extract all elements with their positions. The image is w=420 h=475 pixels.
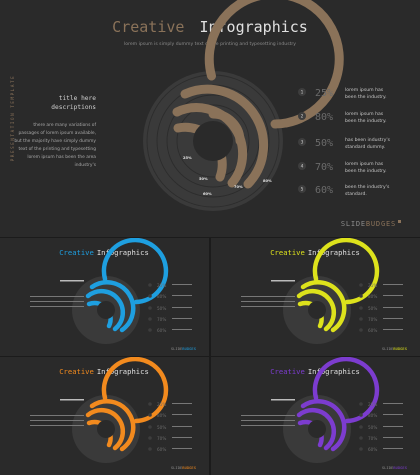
legend-percent: 60% xyxy=(315,185,333,196)
thumb-legend-percent: 70% xyxy=(368,317,377,322)
left-body-line: lorem ipsum has been the area xyxy=(27,154,96,160)
thumb-legend-percent: 60% xyxy=(368,447,377,452)
left-body-line: industry's xyxy=(75,162,97,168)
brand-mark xyxy=(398,220,401,223)
legend-percent: 50% xyxy=(315,138,333,149)
thumb-slide-blue: Creative Infographics 25% 80% 50% 70% 60% xyxy=(0,238,209,356)
thumb-title: Creative Infographics xyxy=(270,367,360,376)
side-label: PRESENTATION TEMPLATE xyxy=(10,75,15,162)
thumb-legend-percent: 80% xyxy=(157,294,166,299)
left-body-line: passages of lorem ipsum available, xyxy=(19,130,97,136)
thumb-legend-percent: 50% xyxy=(368,425,377,430)
legend-percent: 80% xyxy=(315,112,333,123)
legend-text-line: has been industry's xyxy=(345,137,391,143)
thumb-ring-hole xyxy=(97,420,115,438)
thumb-title: Creative Infographics xyxy=(59,367,149,376)
thumb-legend-percent: 25% xyxy=(368,283,377,288)
main-slide: PRESENTATION TEMPLATE Creative Infograph… xyxy=(0,0,420,237)
legend-text-line: lorem ipsum has xyxy=(345,111,384,117)
thumb-legend-percent: 80% xyxy=(368,294,377,299)
left-body-line: but the majority have simply dummy xyxy=(14,138,96,144)
legend-percent: 70% xyxy=(315,162,333,173)
legend-item: 4 70% lorem ipsum has been the industry. xyxy=(298,161,387,174)
legend-text-line: lorem ipsum has xyxy=(345,161,384,167)
thumb-brand: SLIDEBUDGES xyxy=(382,346,408,351)
ring-label: 25% xyxy=(183,156,192,160)
thumb-title: Creative Infographics xyxy=(270,248,360,257)
legend-item: 3 50% has been industry's standard dummy… xyxy=(298,137,391,150)
thumb-legend-percent: 60% xyxy=(368,328,377,333)
thumb-legend-percent: 70% xyxy=(368,436,377,441)
thumb-legend-percent: 50% xyxy=(157,425,166,430)
thumb-slide-purple: Creative Infographics 25% 80% 50% 70% 60% xyxy=(211,357,420,475)
main-slide-canvas: PRESENTATION TEMPLATE Creative Infograph… xyxy=(0,0,420,237)
ring-label: 60% xyxy=(203,192,212,196)
legend-text-line: been the industry. xyxy=(345,94,387,100)
legend-text-line: lorem ipsum has xyxy=(345,87,384,93)
left-body: there are many variations of passages of… xyxy=(14,122,96,168)
ring-label: 70% xyxy=(234,185,243,189)
thumb-brand: SLIDEBUDGES xyxy=(171,465,197,470)
thumb-legend-percent: 50% xyxy=(157,306,166,311)
thumb-legend-percent: 70% xyxy=(157,436,166,441)
left-body-line: there are many variations of xyxy=(33,122,96,128)
legend-number: 4 xyxy=(301,164,304,170)
thumb-legend-percent: 60% xyxy=(157,447,166,452)
legend-text-line: standard dummy. xyxy=(345,144,385,150)
legend-text-line: standard. xyxy=(345,191,367,197)
thumb-canvas: Creative Infographics 25% 80% 50% 70% 60% xyxy=(211,238,420,356)
thumb-slide-orange: Creative Infographics 25% 80% 50% 70% 60% xyxy=(0,357,209,475)
left-heading-line2: descriptions xyxy=(51,104,96,111)
legend-text-line: been the industry. xyxy=(345,118,387,124)
brand-logo: SLIDEBUDGES xyxy=(341,220,396,228)
left-body-line: text of the printing and typesetting xyxy=(19,146,97,152)
thumb-canvas: Creative Infographics 25% 80% 50% 70% 60% xyxy=(211,357,420,475)
legend-text-line: been the industry. xyxy=(345,168,387,174)
ring-label: 50% xyxy=(199,177,208,181)
thumb-legend-percent: 25% xyxy=(157,402,166,407)
legend-number: 2 xyxy=(301,114,304,120)
thumb-ring-hole xyxy=(308,301,326,319)
ring-chart-hole xyxy=(193,121,233,161)
legend-number: 3 xyxy=(301,140,304,146)
legend-number: 1 xyxy=(301,90,304,96)
thumb-ring-hole xyxy=(308,420,326,438)
thumb-legend-percent: 25% xyxy=(157,283,166,288)
thumb-brand: SLIDEBUDGES xyxy=(382,465,408,470)
thumb-brand: SLIDEBUDGES xyxy=(171,346,197,351)
thumb-legend-percent: 70% xyxy=(157,317,166,322)
legend-text-line: been the industry's xyxy=(345,184,390,190)
title-word-creative: Creative xyxy=(112,18,184,36)
thumb-slide-yellow: Creative Infographics 25% 80% 50% 70% 60% xyxy=(211,238,420,356)
legend-number: 5 xyxy=(301,187,304,193)
ring-label: 80% xyxy=(263,179,272,183)
thumb-canvas: Creative Infographics 25% 80% 50% 70% 60% xyxy=(0,238,209,356)
legend-percent: 25% xyxy=(315,88,333,99)
thumb-legend-percent: 25% xyxy=(368,402,377,407)
thumb-legend-percent: 60% xyxy=(157,328,166,333)
left-heading-line1: title here xyxy=(59,95,97,102)
thumb-canvas: Creative Infographics 25% 80% 50% 70% 60% xyxy=(0,357,209,475)
legend-item: 5 60% been the industry's standard. xyxy=(298,184,390,197)
thumb-legend-percent: 50% xyxy=(368,306,377,311)
thumb-title: Creative Infographics xyxy=(59,248,149,257)
legend-item: 1 25% lorem ipsum has been the industry. xyxy=(298,87,387,100)
thumb-legend-percent: 80% xyxy=(157,413,166,418)
legend-list: 1 25% lorem ipsum has been the industry.… xyxy=(298,87,391,197)
thumb-ring-hole xyxy=(97,301,115,319)
thumb-legend-percent: 80% xyxy=(368,413,377,418)
